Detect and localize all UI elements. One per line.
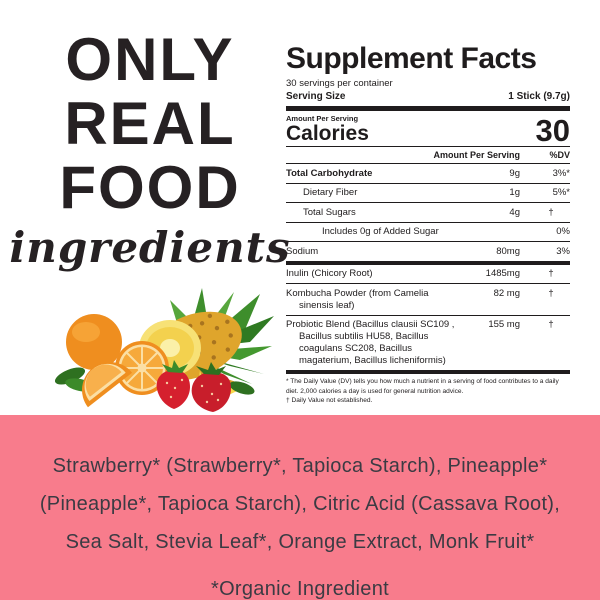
nutrient-amount: 4g (509, 206, 520, 218)
nutrient-row: Inulin (Chicory Root) 1485mg † (286, 265, 570, 284)
nutrient-name: Dietary Fiber (303, 187, 358, 198)
supplement-facts-title: Supplement Facts (286, 42, 537, 75)
thick-divider (286, 106, 570, 111)
nutrient-dv: † (548, 206, 554, 218)
fruit-image (54, 288, 274, 412)
footnotes: * The Daily Value (DV) tells you how muc… (286, 377, 570, 406)
orange-half-icon (115, 341, 169, 395)
nutrient-dv: 3% (556, 245, 570, 257)
nutrient-rows: Total Carbohydrate 9g 3%* Dietary Fiber 1g 5%… (286, 163, 570, 374)
nutrient-row: Sodium 80mg 3% (286, 241, 570, 261)
nutrient-dv: 0% (556, 226, 570, 237)
headline-word-food: FOOD (59, 154, 241, 221)
calories-label: Calories (286, 122, 369, 145)
headline-word-real: REAL (64, 90, 236, 157)
serving-size-value: 1 Stick (9.7g) (508, 91, 570, 102)
dv-column-header: %DV (549, 150, 570, 160)
nutrient-dv: † (548, 319, 554, 330)
nutrient-amount: 82 mg (493, 287, 520, 299)
supplement-facts-panel: Supplement Facts 30 servings per contain… (286, 44, 570, 406)
nutrient-amount: 1g (509, 187, 520, 198)
nutrient-row: Includes 0g of Added Sugar 0% (286, 221, 570, 242)
organic-ingredient-note: *Organic Ingredient (210, 578, 390, 600)
footnote-dagger: † Daily Value not established. (286, 397, 373, 405)
nutrient-row: Total Sugars 4g † (286, 202, 570, 222)
nutrient-dv: † (548, 268, 554, 279)
headline-word-only: ONLY (65, 26, 235, 93)
nutrient-amount: 80mg (496, 245, 520, 257)
calories-value: 30 (535, 112, 570, 148)
thick-divider (286, 370, 570, 374)
nutrient-dv: 3%* (552, 167, 570, 179)
orange-wedge-icon (82, 362, 133, 408)
divider (286, 146, 570, 147)
nutrient-amount: 155 mg (488, 319, 520, 330)
nutrient-dv: 5%* (552, 187, 570, 198)
nutrient-name: Probiotic Blend (Bacillus clausii SC109 … (286, 319, 455, 366)
footnote-dv: * The Daily Value (DV) tells you how muc… (286, 378, 559, 395)
strawberries-icon (156, 360, 231, 412)
nutrient-name: Kombucha Powder (from Camelia sinensis l… (286, 287, 429, 311)
nutrient-row: Dietary Fiber 1g 5%* (286, 182, 570, 203)
table-header-row: Amount Per Serving %DV (286, 147, 570, 163)
orange-whole-icon (66, 314, 122, 370)
nutrient-row: Probiotic Blend (Bacillus clausii SC109 … (286, 314, 570, 371)
thick-divider (286, 260, 570, 265)
amount-column-header: Amount Per Serving (433, 150, 520, 160)
nutrient-row: Total Carbohydrate 9g 3%* (286, 163, 570, 183)
servings-per-container: 30 servings per container (286, 78, 393, 89)
nutrient-name: Total Carbohydrate (286, 167, 373, 179)
nutrient-name: Sodium (286, 245, 319, 257)
serving-size-label: Serving Size (286, 91, 346, 102)
calories-labels: Amount Per Serving Calories (286, 114, 369, 144)
headline-block: ONLY REAL FOOD ingredients (8, 28, 292, 272)
ingredients-footer: Strawberry* (Strawberry*, Tapioca Starch… (0, 415, 600, 600)
amount-per-serving-label: Amount Per Serving (286, 114, 359, 123)
ingredients-list-text: Strawberry* (Strawberry*, Tapioca Starch… (39, 455, 561, 553)
nutrient-name: Includes 0g of Added Sugar (322, 226, 439, 237)
nutrient-amount: 9g (509, 167, 520, 179)
nutrient-dv: † (548, 287, 554, 299)
calories-row: Amount Per Serving Calories 30 (286, 111, 570, 146)
nutrient-name: Inulin (Chicory Root) (286, 268, 373, 279)
serving-size-row: Serving Size 1 Stick (9.7g) (286, 91, 570, 106)
headline-script-word: ingredients (9, 223, 291, 272)
nutrient-name: Total Sugars (303, 206, 356, 218)
nutrient-amount: 1485mg (485, 268, 520, 279)
nutrient-row: Kombucha Powder (from Camelia sinensis l… (286, 283, 570, 315)
